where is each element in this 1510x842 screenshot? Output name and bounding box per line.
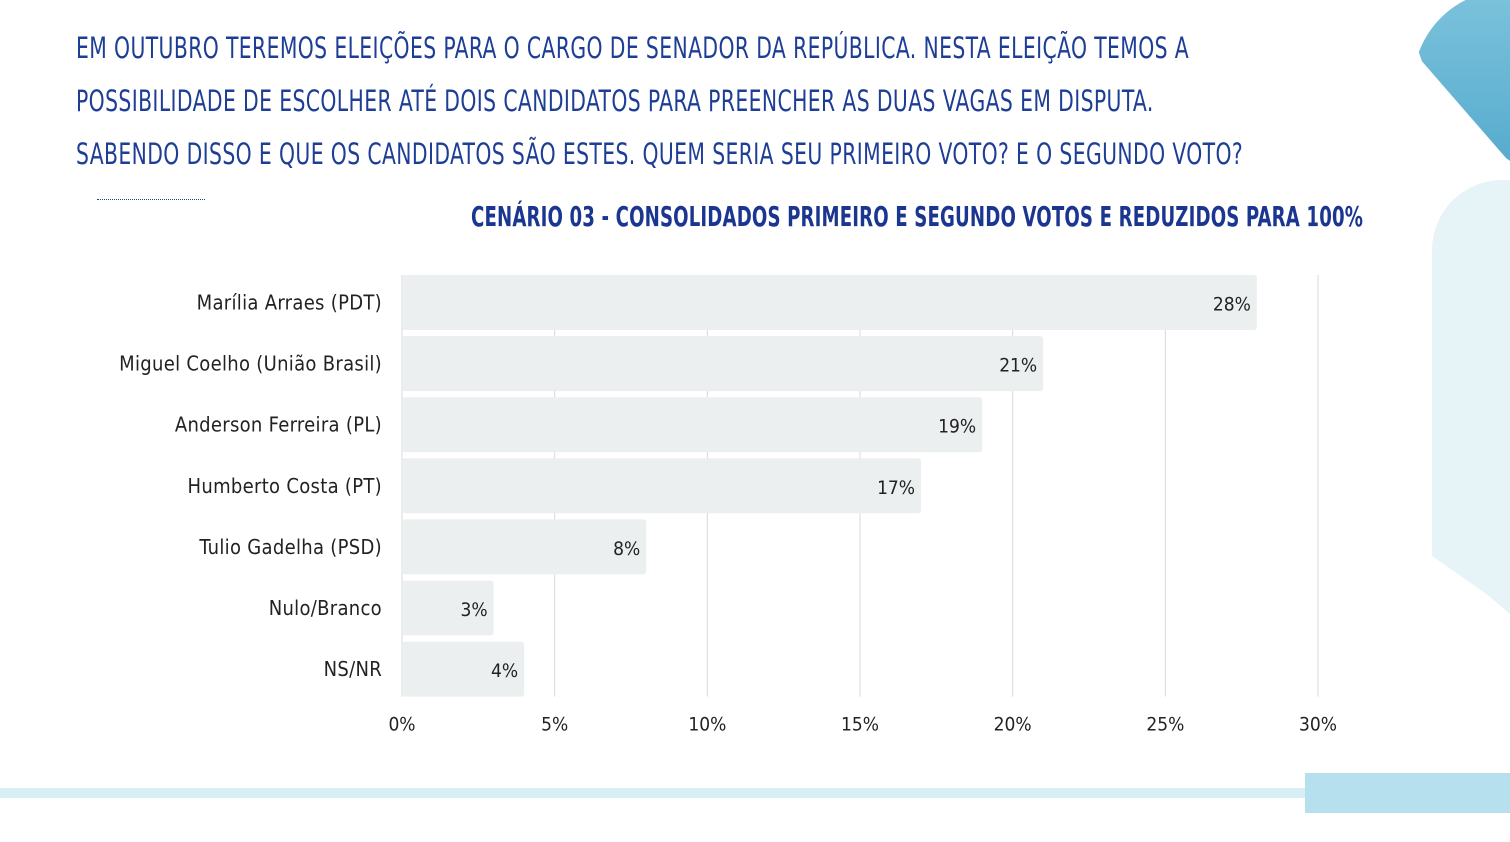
data-label: 28% [1213,294,1251,316]
x-tick-label: 30% [1299,714,1337,736]
category-label: Anderson Ferreira (PL) [175,413,382,437]
bars [402,275,1257,697]
x-tick-label: 15% [841,714,879,736]
x-tick-label: 20% [994,714,1032,736]
category-label: Tulio Gadelha (PSD) [198,535,382,559]
category-label: Marília Arraes (PDT) [197,291,382,315]
bar [402,336,1044,392]
category-label: NS/NR [324,657,382,681]
x-tick-label: 25% [1146,714,1184,736]
decorative-bottom-line [0,788,1432,798]
decorative-bottom-block [1305,773,1510,813]
data-label: 21% [999,355,1037,377]
bar [402,580,494,636]
data-label: 19% [938,416,976,438]
category-labels: Marília Arraes (PDT) Miguel Coelho (União… [119,291,382,682]
bar [402,641,525,697]
x-axis-tick-labels: 0% 5% 10% 15% 20% 25% 30% [388,714,1337,736]
category-label: Nulo/Branco [269,596,382,620]
bar [402,458,922,514]
question-line: EM OUTUBRO TEREMOS ELEIÇÕES PARA O CARGO… [76,31,1190,65]
chart-title: CENÁRIO 03 - CONSOLIDADOS PRIMEIRO E SEG… [471,200,1364,233]
category-label: Humberto Costa (PT) [188,474,382,498]
category-label: Miguel Coelho (União Brasil) [119,352,382,376]
value-labels: 28% 21% 19% 17% 8% 3% 4% [460,294,1250,683]
data-label: 17% [877,477,915,499]
bar [402,275,1257,330]
data-label: 4% [491,660,518,682]
x-tick-label: 10% [688,714,726,736]
decorative-dotted-line [97,199,205,200]
bar [402,397,983,453]
x-tick-label: 0% [388,714,415,736]
data-label: 3% [460,599,487,621]
bar [402,519,647,575]
data-label: 8% [613,538,640,560]
question-line: POSSIBILIDADE DE ESCOLHER ATÉ DOIS CANDI… [76,84,1154,118]
x-tick-label: 5% [541,714,568,736]
